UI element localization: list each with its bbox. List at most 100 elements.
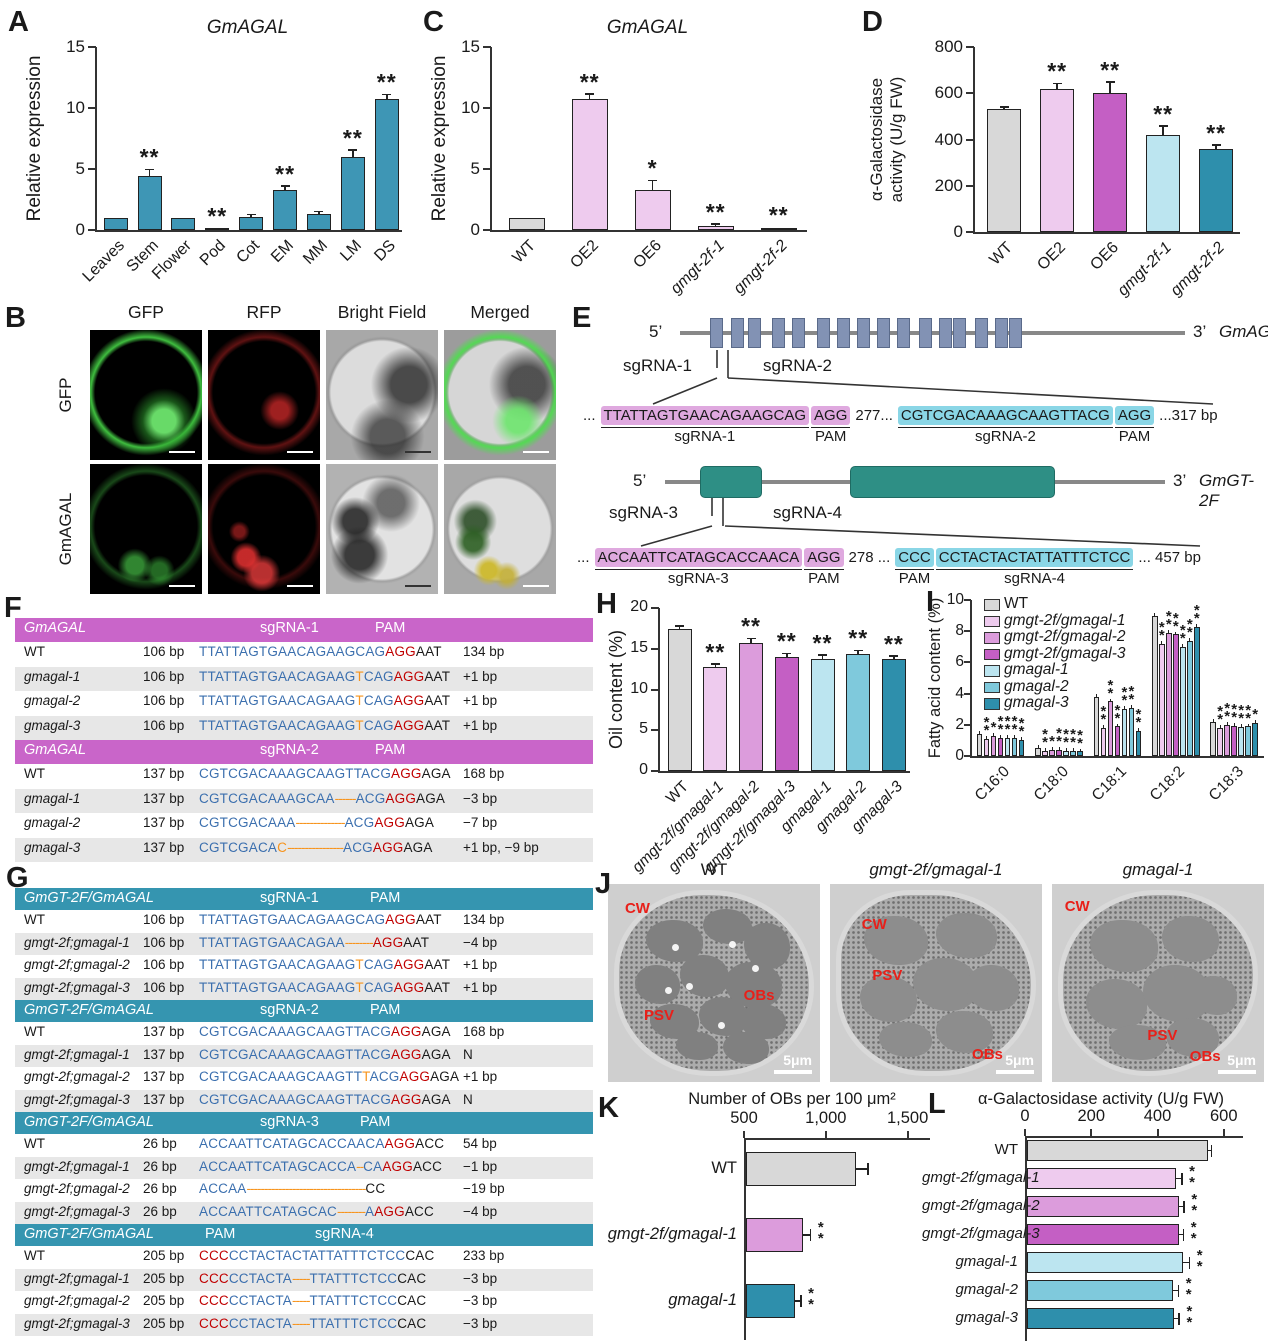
seq-text: CCC [895, 548, 934, 567]
y-tick [651, 607, 659, 609]
legend-label: gmagal-3 [1004, 694, 1069, 711]
plot-area: 0 2 4 6 8 10 * * * * * * * * * * * C16:0 * * * * * * * * … [947, 591, 1264, 804]
seq-segment: ACG [344, 815, 375, 831]
seq-region-label: sgRNA-1 [600, 427, 810, 445]
seq-segment: AAT [424, 668, 451, 684]
seq-segment: AGG [372, 934, 404, 950]
row-result: +1 bp [463, 979, 498, 995]
x-tick-label: 1,000 [805, 1109, 847, 1127]
row-name: WT [24, 912, 45, 928]
seq-text: AGG [1114, 406, 1155, 425]
legend-swatch [984, 681, 1000, 693]
seq-segment: T [355, 717, 364, 733]
x-tick-label: 500 [730, 1109, 758, 1127]
error-bar [1072, 748, 1074, 751]
row-size: 137 bp [143, 815, 185, 831]
bar-C18:2-gmgt-2f/gmagal-2 [1165, 632, 1172, 756]
error-bar [1058, 747, 1060, 751]
significance-stars: * [1049, 732, 1055, 750]
error-bar [1051, 746, 1053, 750]
seq-segment: TTATTAGTGAACAGAAG [199, 693, 356, 709]
column-header-Bright Field: Bright Field [337, 302, 427, 322]
panel-C-chart: 0 5 10 15 WT ** OE2 * OE6 ** gmgt-2f-1 ** gmgt-2f-2 G… [415, 5, 855, 297]
tem-image-0: CW PSV OBs 5μm [608, 884, 820, 1082]
table-row: gmgt-2f;gmagal-2 26 bp ACCAA--------------… [15, 1179, 593, 1202]
row-sequence: TTATTAGTGAACAGAAGCAGAGGAAT [199, 644, 442, 659]
bar-label: gmgt-2f/gmagal-1 [607, 1225, 737, 1243]
seq-segment: AGG [374, 1203, 405, 1219]
y-axis-label: α-Galactosidase activity (U/g FW) [867, 47, 906, 232]
error-cap [1052, 82, 1062, 85]
error-cap [585, 93, 595, 95]
seq-segment: CCC [199, 1270, 229, 1286]
error-bar [1007, 735, 1009, 739]
row-size: 106 bp [143, 979, 185, 995]
seq-text: 277... [855, 407, 893, 424]
bar-WT [987, 109, 1022, 232]
row-result: −3 bp [463, 1293, 498, 1309]
y-tick-label: 400 [934, 129, 963, 149]
row-size: 205 bp [143, 1270, 185, 1286]
y-tick-label: 10 [461, 98, 480, 117]
row-name: gmgt-2f;gmagal-2 [24, 957, 130, 973]
bar-C18:2-gmgt-2f/gmagal-1 [1158, 643, 1165, 756]
seq-segment: CAG [363, 693, 394, 709]
bar-gmgt-2f/gmagal-2 [1027, 1196, 1180, 1217]
significance-stars: * * [1128, 682, 1135, 708]
error-bar [714, 664, 717, 667]
error-bar [714, 224, 717, 226]
error-bar [986, 736, 988, 739]
error-cap [1177, 1284, 1180, 1297]
significance-stars: ** [705, 198, 726, 225]
error-cap [800, 1295, 802, 1307]
micrograph-gmagal-merged [444, 464, 556, 594]
gene1-sgRNA-1-label: sgRNA-1 [623, 356, 692, 375]
gene1-name: GmAGAL [1219, 322, 1268, 341]
cell-body [1058, 889, 1258, 1077]
significance-stars: * * [1238, 702, 1245, 728]
table-row: WT 26 bp ACCAATTCATAGCACCAACAAGGACC 54 bp [15, 1134, 593, 1157]
annotation-PSV: PSV [1147, 1026, 1178, 1044]
y-tick-label: 0 [470, 220, 480, 239]
seq-segment: AGG [393, 693, 425, 709]
significance-stars: * * [983, 714, 990, 740]
error-bar [1189, 637, 1191, 641]
panel-B: GFP RFP Bright Field Merged GFP GmAGAL [5, 298, 565, 594]
annotation-PSV: PSV [872, 967, 903, 985]
row-name: gmagal-2 [24, 815, 81, 831]
panel-letter-E: E [572, 302, 592, 334]
row-size: 106 bp [143, 717, 185, 733]
significance-stars: * * [1114, 701, 1121, 727]
row-result: 134 bp [463, 912, 505, 928]
seq-segment: AGA [421, 1091, 451, 1107]
error-bar [1176, 1177, 1182, 1180]
row-result: +1 bp [463, 957, 498, 973]
column-header-Merged: Merged [470, 302, 530, 322]
significance-stars: * * [1179, 622, 1186, 647]
error-bar [1168, 629, 1170, 633]
significance-stars: * * [1107, 676, 1114, 702]
y-tick [483, 229, 491, 231]
seq-text: ... [583, 407, 596, 424]
significance-stars: * * [1186, 615, 1193, 641]
bar-gmagal-2 [1027, 1280, 1173, 1301]
oil-speck [717, 1021, 725, 1029]
image-title-WT: WT [700, 860, 728, 879]
seq-segment: CCTACTA [228, 1270, 293, 1286]
scale-bar [287, 451, 313, 453]
y-tick-label: 5 [639, 720, 648, 738]
row-name: WT [24, 644, 45, 660]
significance-stars: * * [1224, 700, 1231, 725]
significance-stars: * * [1193, 601, 1200, 627]
seq-segment: CAC [397, 1293, 427, 1309]
psv-blob [966, 965, 1020, 1012]
error-cap [889, 655, 899, 657]
y-tick [651, 647, 659, 650]
panel-J: WT gmgt-2f/gmagal-1 gmagal-1 CW PSV OBs 5μm CW P… [592, 860, 1268, 1088]
y-tick-label: 15 [630, 638, 648, 656]
seq-segment: ------ [334, 790, 357, 806]
gene1-exon [995, 318, 1008, 348]
plot-area: 0 5 10 15 WT ** OE2 * OE6 ** gmgt-2f-1 ** gmgt-2f-2 [461, 37, 807, 297]
significance-stars: ** [1047, 58, 1068, 85]
tem-image-2: CW PSV OBs 5μm [1052, 884, 1264, 1082]
